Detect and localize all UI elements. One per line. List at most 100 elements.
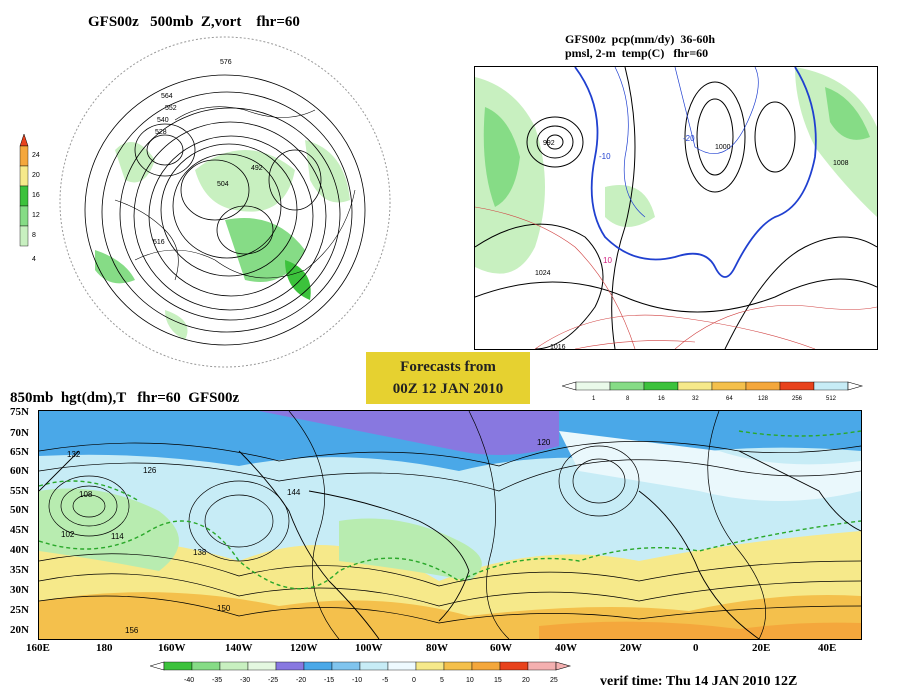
pmsl-label-1000: 1000 [715, 144, 731, 151]
hgt-label-126: 126 [143, 466, 157, 475]
temp-scale-850mb: -40 -35 -30 -25 -20 -15 -10 -5 0 5 10 15… [150, 661, 572, 684]
vort-area-3 [225, 218, 305, 282]
lat-45n: 45N [10, 524, 29, 536]
scale-500-24: 24 [32, 152, 40, 159]
lat-55n: 55N [10, 485, 29, 497]
lon-80w: 80W [426, 642, 448, 654]
precip-area-ne-core [825, 87, 870, 140]
tscale-neg35: -35 [212, 677, 222, 684]
tscale-neg30: -30 [240, 677, 250, 684]
precip-scale-8: 8 [626, 396, 630, 402]
panel-850mb-title: 850mb hgt(dm),T fhr=60 GFS00z [10, 390, 240, 406]
lat-40n: 40N [10, 544, 29, 556]
lon-20e: 20E [752, 642, 771, 654]
forecast-init-box: Forecasts from 00Z 12 JAN 2010 [366, 352, 530, 404]
temp-label-neg10: -10 [599, 152, 611, 161]
tscale-0: 0 [412, 677, 416, 684]
precip-area-west-core [483, 107, 520, 207]
temp-band-green-mid [39, 488, 179, 571]
panel-500mb-scale: 24 20 16 12 8 4 [19, 133, 40, 263]
panel-precip-title-2: pmsl, 2-m temp(C) fhr=60 [565, 46, 709, 60]
hgt-label-114: 114 [111, 532, 124, 541]
lat-60n: 60N [10, 465, 29, 477]
lon-0: 0 [693, 642, 699, 654]
map-850mb: 132 126 108 102 114 120 138 144 150 156 [38, 410, 862, 640]
tscale-neg20: -20 [296, 677, 306, 684]
precip-scale-128: 128 [758, 396, 769, 402]
lat-20n: 20N [10, 624, 29, 636]
vort-area-6 [165, 310, 188, 340]
lat-70n: 70N [10, 427, 29, 439]
temp-band-green-mid2 [339, 518, 482, 581]
lon-180: 180 [96, 642, 113, 654]
precip-area-ne [795, 67, 877, 217]
lat-65n: 65N [10, 446, 29, 458]
hgt-label-132-a: 132 [67, 450, 81, 459]
lon-160w: 160W [158, 642, 186, 654]
lon-20w: 20W [620, 642, 642, 654]
scale-500-4: 4 [32, 256, 36, 263]
hgt-label-138: 138 [193, 548, 207, 557]
polar-map-500mb: 576 564 552 540 528 516 504 492 [59, 36, 391, 368]
tscale-25: 25 [550, 677, 558, 684]
lat-25n: 25N [10, 604, 29, 616]
hgt-label-102: 102 [61, 530, 75, 539]
precip-scale-1: 1 [592, 396, 596, 402]
precip-scale-64: 64 [726, 396, 733, 402]
tscale-10: 10 [466, 677, 474, 684]
precip-scale-16: 16 [658, 396, 665, 402]
lon-60w: 60W [490, 642, 512, 654]
pmsl-label-992: 992 [543, 140, 555, 147]
pmsl-label-1024: 1024 [535, 270, 551, 277]
tscale-20: 20 [522, 677, 530, 684]
contour-label-552: 552 [165, 105, 177, 112]
tscale-neg10: -10 [352, 677, 362, 684]
lon-140w: 140W [225, 642, 253, 654]
panel-precip-title-1: GFS00z pcp(mm/dy) 36-60h [565, 32, 715, 46]
hgt-label-156: 156 [125, 626, 139, 635]
panel-500mb-title: GFS00z 500mb Z,vort fhr=60 [88, 14, 300, 30]
pmsl-label-1008: 1008 [833, 160, 849, 167]
lat-75n: 75N [10, 406, 29, 418]
pmsl-label-1016: 1016 [550, 344, 566, 350]
temp-band-hot [539, 621, 861, 639]
lat-35n: 35N [10, 564, 29, 576]
contour-label-540: 540 [157, 117, 169, 124]
lon-40e: 40E [818, 642, 837, 654]
forecast-line-2: 00Z 12 JAN 2010 [392, 381, 504, 397]
precip-scale-512: 512 [826, 396, 837, 402]
lat-30n: 30N [10, 584, 29, 596]
hgt-label-150: 150 [217, 604, 231, 613]
contour-label-492: 492 [251, 165, 263, 172]
hgt-label-120: 120 [537, 438, 551, 447]
hgt-label-108: 108 [79, 490, 93, 499]
contour-label-516: 516 [153, 239, 165, 246]
temp-label-neg20: -20 [683, 134, 695, 143]
scale-500-20: 20 [32, 172, 40, 179]
scale-500-16: 16 [32, 192, 40, 199]
precip-scale-32: 32 [692, 396, 699, 402]
vort-area-2 [195, 150, 295, 212]
tscale-5: 5 [440, 677, 444, 684]
vort-area-5 [95, 250, 135, 284]
lon-100w: 100W [355, 642, 383, 654]
precip-scale: 1 8 16 32 64 128 256 512 [562, 381, 864, 402]
lat-50n: 50N [10, 504, 29, 516]
scale-500-12: 12 [32, 212, 40, 219]
temp-band-purple [259, 411, 559, 455]
precip-map: 992 1008 1016 1024 1000 -10 -20 10 [474, 66, 878, 350]
tscale-15: 15 [494, 677, 502, 684]
contour-label-504: 504 [217, 181, 229, 188]
lon-40w: 40W [555, 642, 577, 654]
lon-120w: 120W [290, 642, 318, 654]
contour-label-576: 576 [220, 59, 232, 66]
verif-time: verif time: Thu 14 JAN 2010 12Z [600, 674, 798, 689]
tscale-neg15: -15 [324, 677, 334, 684]
temp-band-light-n [559, 431, 861, 501]
hgt-label-144: 144 [287, 488, 301, 497]
lon-160e: 160E [26, 642, 50, 654]
temp-label-10: 10 [603, 256, 612, 265]
vort-area-4 [305, 140, 350, 203]
forecast-line-1: Forecasts from [400, 359, 496, 375]
tscale-neg25: -25 [268, 677, 278, 684]
